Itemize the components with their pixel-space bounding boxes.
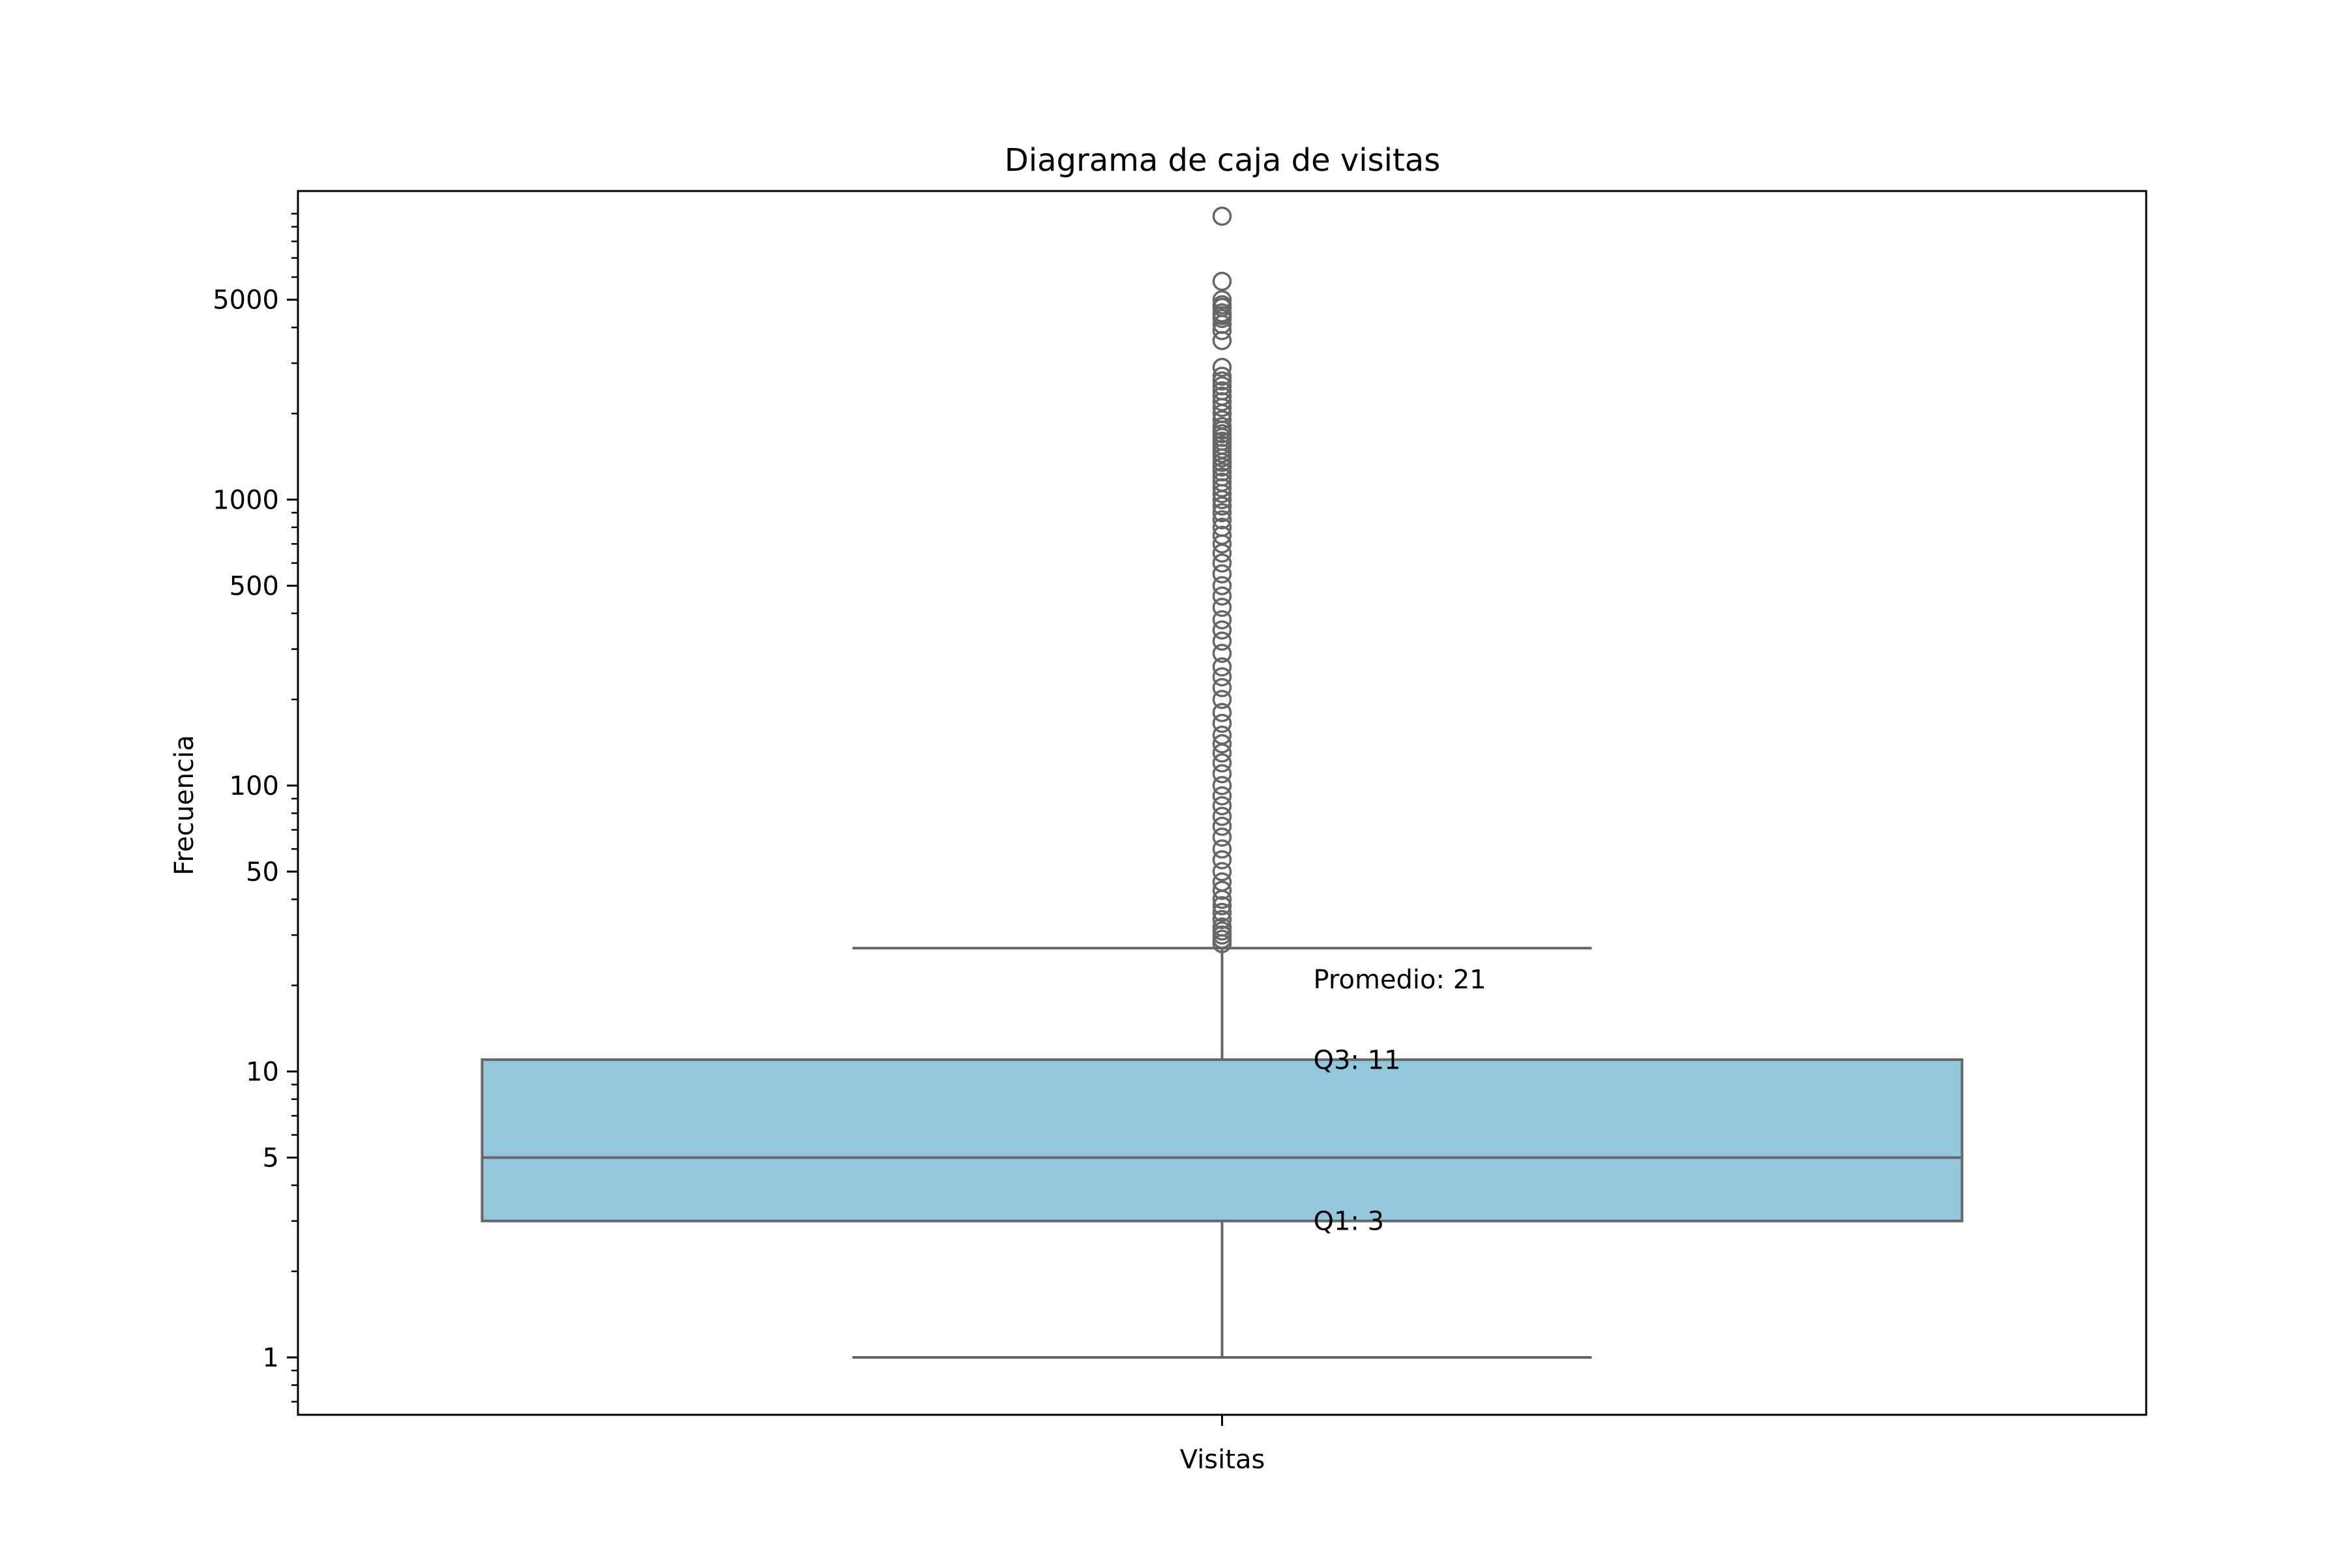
y-tick-label: 5 — [263, 1143, 279, 1173]
plot-area: Promedio: 21 Q3: 11 Q1: 3 1 5 10 50 100 500 1000 5… — [213, 190, 2148, 1426]
outlier-point — [1212, 484, 1232, 503]
annotation-label: Q1: 3 — [1314, 1207, 1385, 1237]
outlier-point — [1212, 371, 1232, 391]
outlier-point — [1212, 896, 1232, 915]
y-axis-label: Frecuencia — [170, 735, 199, 875]
outlier-point — [1212, 743, 1232, 763]
outlier-point — [1212, 392, 1232, 411]
outlier-point — [1212, 308, 1232, 329]
outlier-point — [1212, 631, 1232, 651]
box-iqr — [480, 1058, 1964, 1222]
outlier-point — [1212, 690, 1232, 709]
outlier-point — [1212, 889, 1232, 910]
outlier-point — [1212, 457, 1232, 477]
outlier-point — [1212, 816, 1232, 836]
outlier-point — [1212, 510, 1232, 529]
outlier-point — [1212, 597, 1232, 617]
outlier-point — [1212, 839, 1232, 859]
x-axis-label: Visitas — [1180, 1445, 1265, 1475]
outlier-point — [1212, 753, 1232, 773]
outlier-point — [1212, 763, 1232, 784]
outlier-point — [1212, 902, 1232, 923]
y-tick-label: 500 — [229, 571, 279, 601]
outlier-point — [1212, 610, 1232, 630]
outlier-point — [1212, 357, 1232, 377]
y-tick-label: 5000 — [213, 286, 279, 316]
outlier-point — [1212, 713, 1232, 733]
outlier-point — [1212, 657, 1232, 677]
outlier-point — [1212, 564, 1232, 584]
outlier-point — [1212, 543, 1232, 563]
annotation-label: Promedio: 21 — [1314, 965, 1486, 995]
outlier-point — [1212, 271, 1232, 291]
annotation-label: Q3: 11 — [1314, 1045, 1401, 1075]
outlier-point — [1212, 796, 1232, 816]
y-tick-label: 100 — [229, 771, 279, 801]
y-tick-label: 50 — [246, 857, 279, 887]
outlier-point — [1212, 576, 1232, 596]
y-tick-label: 1 — [263, 1343, 279, 1373]
outlier-point — [1212, 490, 1232, 510]
outlier-point — [1212, 478, 1232, 497]
y-tick-label: 1000 — [213, 485, 279, 515]
outlier-point — [1212, 620, 1232, 640]
chart-title: Diagrama de caja de visitas — [1005, 142, 1440, 179]
outlier-point — [1212, 862, 1232, 881]
outlier-point — [1212, 534, 1232, 554]
outlier-point — [1212, 321, 1232, 340]
outlier-point — [1212, 667, 1232, 687]
outlier-point — [1212, 398, 1232, 417]
outlier-point — [1212, 366, 1232, 386]
outlier-point — [1212, 703, 1232, 722]
outlier-point — [1212, 586, 1232, 606]
outlier-point — [1212, 776, 1232, 795]
outlier-point — [1212, 934, 1232, 954]
outlier-point — [1212, 827, 1232, 847]
outlier-point — [1212, 643, 1232, 663]
outlier-point — [1212, 734, 1232, 754]
outlier-point — [1212, 850, 1232, 870]
outlier-point — [1212, 553, 1232, 573]
outlier-point — [1212, 503, 1232, 523]
outlier-point — [1212, 206, 1232, 226]
outlier-point — [1212, 452, 1232, 472]
y-tick-label: 10 — [246, 1057, 279, 1087]
outlier-point — [1212, 496, 1232, 516]
outlier-point — [1212, 806, 1232, 826]
outlier-point — [1212, 331, 1232, 351]
outlier-point — [1212, 880, 1232, 900]
outlier-point — [1212, 677, 1232, 698]
outlier-point — [1212, 786, 1232, 806]
outlier-point — [1212, 910, 1232, 930]
